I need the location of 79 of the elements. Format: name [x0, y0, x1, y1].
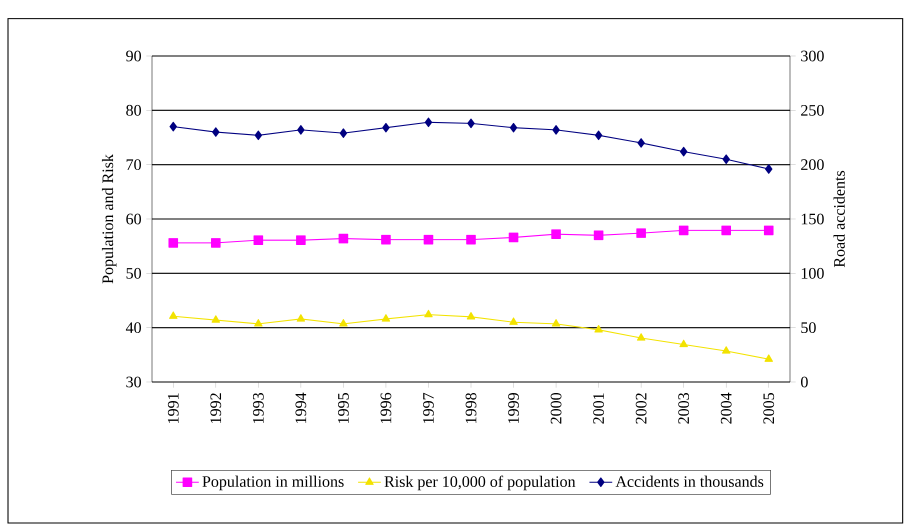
y-tick-label: 90	[126, 50, 141, 62]
point	[721, 226, 731, 236]
point	[551, 229, 561, 240]
y2-tick-label: 50	[801, 322, 816, 334]
point	[254, 319, 263, 327]
x-tick-label: 2003	[678, 393, 690, 424]
point	[338, 234, 348, 244]
y-tick-label: 50	[126, 268, 141, 279]
point	[211, 238, 221, 248]
point	[636, 333, 646, 341]
x-tick-label: 1999	[508, 393, 519, 423]
point	[679, 340, 688, 348]
point	[212, 127, 220, 137]
x-tick-label: 2004	[720, 392, 732, 424]
point	[508, 232, 518, 242]
y-tick-label: 40	[126, 322, 141, 334]
point	[466, 234, 476, 244]
point	[680, 146, 688, 156]
point	[381, 234, 391, 244]
point	[509, 317, 518, 325]
point	[466, 312, 476, 320]
point	[340, 128, 348, 138]
y-tick-label: 30	[126, 376, 141, 388]
legend-label: Population in millions	[202, 476, 344, 490]
y-tick-label: 60	[126, 214, 141, 224]
y-axis-title: Population and Risk	[102, 154, 116, 284]
y-tick-label: 70	[126, 159, 141, 170]
y2-axis-title: Road accidents	[834, 170, 845, 268]
x-tick-label: 1996	[380, 392, 392, 423]
point	[382, 122, 390, 133]
point	[722, 346, 730, 354]
legend-label: Accidents in thousands	[616, 476, 764, 487]
x-tick-label: 2002	[636, 393, 647, 424]
point	[594, 325, 603, 332]
point	[212, 315, 220, 323]
x-tick-label: 2001	[593, 393, 604, 424]
legend-label: Risk per 10,000 of population	[384, 476, 576, 490]
point	[594, 130, 602, 140]
point	[254, 130, 262, 140]
y2-tick-label: 200	[801, 159, 824, 170]
point	[170, 122, 178, 132]
y2-tick-label: 100	[802, 268, 824, 279]
x-tick-label: 1995	[338, 393, 349, 423]
point	[765, 164, 772, 174]
point	[764, 226, 774, 236]
y2-tick-label: 150	[802, 214, 824, 224]
y2-tick-label: 300	[801, 50, 824, 62]
point	[424, 117, 432, 128]
point	[382, 314, 390, 322]
y2-tick-label: 250	[801, 104, 824, 116]
point	[296, 314, 306, 322]
point	[254, 235, 264, 245]
point	[764, 354, 773, 362]
x-tick-label: 1994	[295, 392, 306, 423]
point	[424, 234, 434, 244]
point	[297, 125, 305, 135]
point	[296, 235, 306, 245]
y-tick-label: 80	[126, 104, 141, 116]
point	[552, 125, 560, 135]
point	[678, 226, 688, 236]
point	[722, 154, 730, 164]
point	[510, 122, 518, 133]
x-tick-label: 1993	[252, 393, 264, 423]
x-tick-label: 1997	[423, 392, 434, 423]
point	[168, 238, 178, 248]
point	[594, 230, 604, 240]
point	[467, 118, 475, 128]
x-tick-label: 2005	[763, 393, 774, 424]
point	[339, 319, 348, 327]
point	[637, 138, 645, 148]
x-tick-label: 1998	[466, 393, 476, 423]
x-tick-label: 2000	[550, 393, 562, 424]
point	[169, 311, 178, 319]
point	[636, 228, 646, 238]
point	[424, 310, 433, 318]
x-tick-label: 1991	[168, 393, 179, 423]
x-tick-label: 1992	[210, 393, 222, 423]
point	[552, 319, 560, 327]
y2-tick-label: 0	[801, 376, 808, 388]
